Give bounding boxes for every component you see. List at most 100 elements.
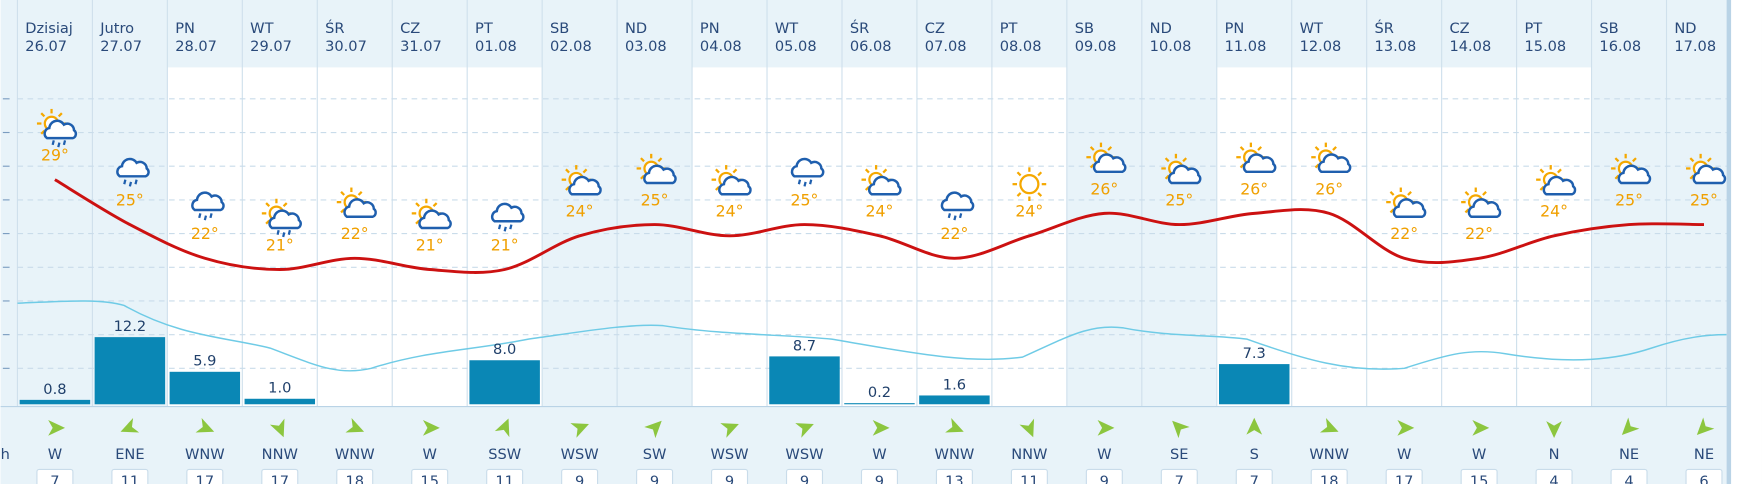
wind-direction: NE xyxy=(1694,446,1714,463)
day-name: ND xyxy=(1150,20,1172,37)
rain-drop xyxy=(198,213,202,219)
day-name: PN xyxy=(1225,20,1245,37)
day-name: WT xyxy=(1300,20,1323,37)
sun-ray xyxy=(1182,157,1188,163)
sun-ray xyxy=(1407,191,1412,196)
rain-drop xyxy=(123,179,127,185)
day-name: WT xyxy=(775,20,798,37)
wind-unit: h xyxy=(1,446,10,463)
day-name: ND xyxy=(1674,20,1696,37)
rain-drop xyxy=(809,179,813,185)
weather-icon xyxy=(636,153,677,185)
sun-ray xyxy=(357,191,363,196)
day-date: 17.08 xyxy=(1674,38,1716,55)
wind-speed-box xyxy=(411,468,449,484)
weather-icon xyxy=(116,157,150,187)
day-date: 07.08 xyxy=(925,38,967,55)
rain-drop xyxy=(51,140,55,146)
wind-arrow xyxy=(720,423,739,438)
temperature-label: 25° xyxy=(1690,191,1718,210)
wind-direction: NNW xyxy=(1011,446,1047,463)
day-name: PT xyxy=(1000,20,1018,37)
wind-speed-box xyxy=(860,468,898,484)
sun-ray xyxy=(565,168,570,174)
temperature-label: 22° xyxy=(341,224,369,243)
cloud xyxy=(940,191,975,212)
sun-ray xyxy=(582,168,588,174)
precipitation-label: 8.0 xyxy=(493,341,516,358)
day-date: 29.07 xyxy=(250,38,292,55)
temperature-label: 24° xyxy=(1015,202,1043,221)
day-name: Jutro xyxy=(99,20,134,37)
day-column xyxy=(916,67,992,407)
cloud xyxy=(1617,164,1652,185)
precipitation-label: 1.6 xyxy=(943,376,966,393)
temperature-label: 24° xyxy=(866,202,894,221)
wind-direction: S xyxy=(1250,446,1259,463)
day-date: 16.08 xyxy=(1599,38,1641,55)
day-date: 14.08 xyxy=(1450,38,1492,55)
day-column xyxy=(1441,67,1517,407)
wind-speed-box xyxy=(785,468,824,484)
temperature-label: 24° xyxy=(1540,202,1568,221)
weather-icon xyxy=(336,187,377,218)
temperature-label: 21° xyxy=(491,235,519,254)
precipitation-label: 5.9 xyxy=(193,353,216,370)
wind-arrow xyxy=(872,419,890,436)
wind-speed: 4 xyxy=(1624,473,1633,484)
day-name: Dzisiaj xyxy=(25,20,73,37)
temperature-label: 22° xyxy=(1465,224,1493,243)
sun-ray xyxy=(1016,192,1022,197)
cloud xyxy=(718,175,752,196)
cloud xyxy=(43,119,78,140)
sun-ray xyxy=(640,157,645,163)
wind-arrow xyxy=(1621,417,1640,435)
sun-ray xyxy=(1239,146,1245,151)
rain-drop xyxy=(958,213,963,219)
precipitation-label: 1.0 xyxy=(268,380,291,397)
wind-direction: W xyxy=(1472,446,1486,463)
cloud xyxy=(1242,153,1277,174)
pressure-line xyxy=(17,300,1727,372)
wind-arrow xyxy=(1397,419,1415,436)
wind-speed: 9 xyxy=(800,473,809,484)
rain-drop xyxy=(803,181,807,187)
rain-drop xyxy=(797,179,802,185)
temperature-label: 26° xyxy=(1315,179,1343,198)
precipitation-label: 7.3 xyxy=(1243,345,1266,362)
day-name: SB xyxy=(1075,20,1094,37)
temperature-label: 25° xyxy=(1165,191,1193,210)
wind-arrow xyxy=(570,423,589,438)
sun-ray xyxy=(1314,146,1320,151)
day-date: 28.07 xyxy=(175,38,217,55)
wind-direction: WSW xyxy=(785,446,823,463)
cloud xyxy=(191,191,225,212)
wind-direction: SSW xyxy=(488,446,521,463)
day-name: SB xyxy=(550,20,569,37)
wind-speed: 4 xyxy=(1549,473,1558,484)
wind-speed: 17 xyxy=(1395,473,1414,484)
weather-icon xyxy=(561,165,602,196)
weather-icon xyxy=(261,198,302,238)
wind-speed-box xyxy=(1010,468,1048,484)
precipitation-bar xyxy=(1219,364,1290,405)
weather-icon xyxy=(1012,167,1047,202)
weather-icon xyxy=(1236,142,1277,174)
day-date: 12.08 xyxy=(1300,38,1342,55)
wind-direction: SW xyxy=(643,446,667,463)
wind-arrow xyxy=(345,418,365,433)
wind-speed: 17 xyxy=(271,473,290,484)
wind-direction: NNW xyxy=(262,446,298,463)
weather-icon xyxy=(790,157,825,187)
temperature-label: 25° xyxy=(116,191,144,210)
cloud xyxy=(790,157,825,178)
temperature-label: 22° xyxy=(1390,224,1418,243)
sun-ray xyxy=(732,168,738,174)
rain-drop xyxy=(503,226,507,232)
wind-direction: ENE xyxy=(115,446,144,463)
wind-speed: 9 xyxy=(725,473,734,484)
cloud xyxy=(490,202,525,223)
wind-arrow xyxy=(1172,420,1190,439)
sun-ray xyxy=(1164,157,1170,163)
wind-direction: N xyxy=(1549,446,1560,463)
